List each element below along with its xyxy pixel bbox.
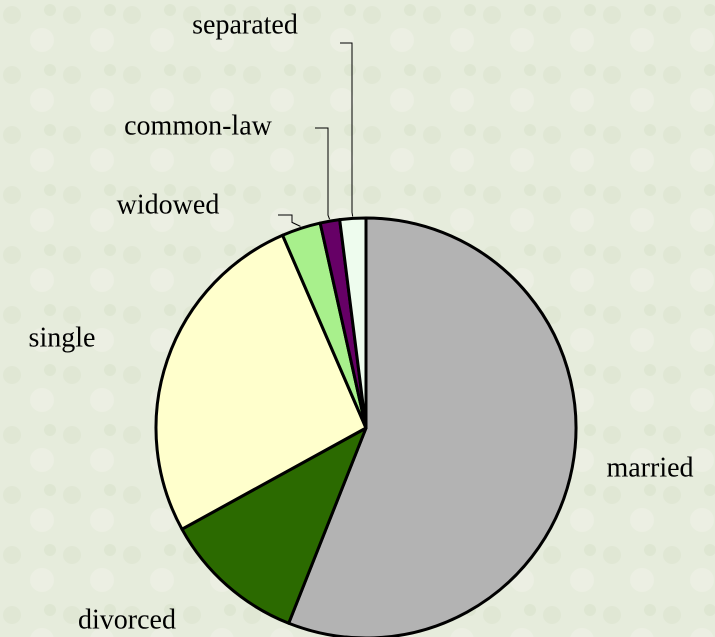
pie-slice [180,426,368,625]
slice-label: single [29,322,96,353]
slice-label: widowed [117,189,220,220]
pie-slice [338,216,368,430]
leader-line [340,42,354,217]
slice-label: divorced [78,604,176,635]
slice-label: married [606,452,693,483]
leader-line [315,127,331,220]
slice-label: separated [192,9,298,40]
pie-slice [287,216,578,637]
leader-line [278,214,301,227]
pie [154,216,578,637]
slice-label: common-law [124,110,273,141]
